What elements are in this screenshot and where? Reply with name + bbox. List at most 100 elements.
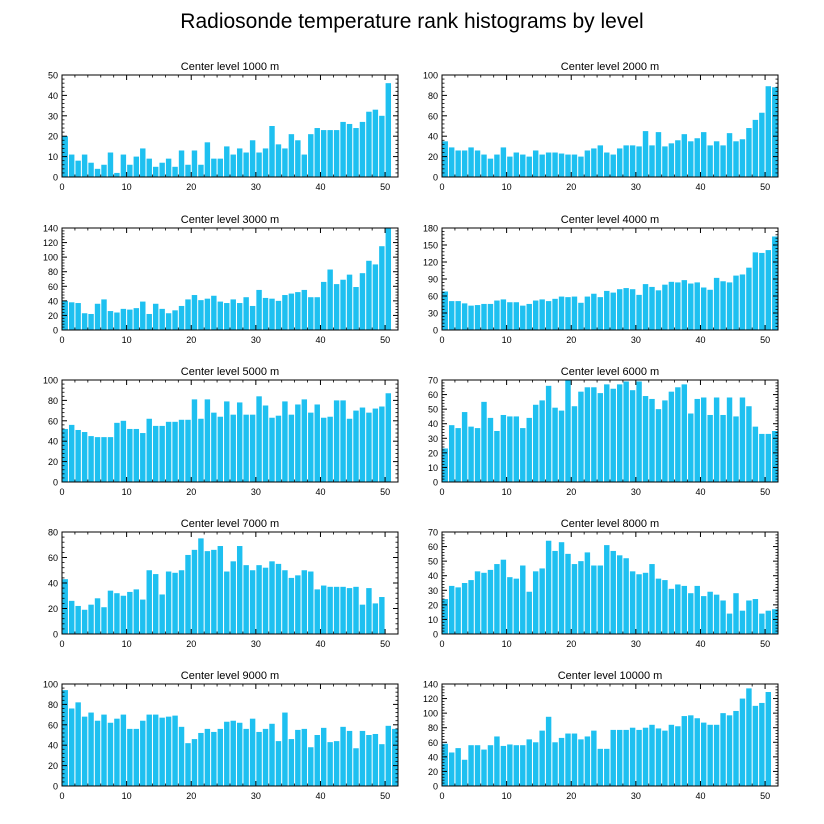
histogram-bar [610,388,616,482]
histogram-bar [688,141,694,177]
histogram-bar [720,145,726,177]
histogram-bar [565,154,571,177]
histogram-bar [314,589,320,635]
histogram-bar [629,390,636,482]
histogram-bar [68,600,75,634]
y-tick-label: 20 [428,600,438,610]
histogram-bar [256,396,262,482]
histogram-bar [224,146,230,177]
x-tick-label: 50 [380,791,390,801]
histogram-bar [474,305,481,330]
histogram-bar [610,729,616,786]
y-tick-label: 80 [428,723,438,733]
histogram-bar [772,609,778,634]
histogram-bar [545,385,552,482]
histogram-bar [578,391,584,482]
y-tick-label: 0 [53,326,58,336]
histogram-bar [256,731,262,786]
histogram-bar [507,156,513,177]
histogram-bar [236,546,243,634]
histogram-bar [500,745,507,786]
histogram-bar [81,716,88,786]
histogram-bar [308,412,314,482]
x-tick-label: 10 [502,335,512,345]
histogram-bar [746,688,752,786]
histogram-bar [107,437,114,482]
histogram-bar [571,564,578,634]
histogram-bar [262,297,269,330]
histogram-bar [578,156,584,177]
y-tick-label: 20 [428,767,438,777]
histogram-bar [172,310,178,330]
histogram-bar [507,302,513,330]
x-tick-label: 10 [502,182,512,192]
histogram-bar [301,154,308,177]
histogram-bar [340,121,346,177]
histogram-bar [185,419,191,482]
histogram-bar [204,298,211,330]
y-tick-label: 100 [423,71,438,81]
histogram-bar [204,728,211,786]
x-tick-label: 50 [760,182,770,192]
histogram-bar [172,421,178,482]
histogram-bar [114,422,120,482]
histogram-bar [269,417,275,482]
histogram-bar [81,313,88,330]
histogram-bar [520,154,526,177]
histogram-bar [211,731,217,786]
histogram-bar [385,228,392,330]
y-tick-label: 40 [428,752,438,762]
y-tick-label: 0 [433,478,438,488]
histogram-bar [288,134,295,177]
histogram-bar [88,712,94,786]
y-tick-label: 10 [428,615,438,625]
histogram-bar [694,718,700,786]
histogram-bar [165,313,172,330]
y-tick-label: 30 [428,309,438,319]
histogram-bar [101,714,107,786]
histogram-bar [668,724,675,786]
y-tick-label: 0 [53,173,58,183]
histogram-bar [353,586,359,634]
x-tick-label: 0 [59,182,64,192]
x-tick-label: 20 [566,639,576,649]
histogram-bar [461,303,468,330]
x-tick-label: 30 [631,791,641,801]
histogram-bar [759,613,765,634]
histogram-bar [94,168,101,177]
histogram-bar [101,437,107,482]
histogram-bar [379,115,385,177]
histogram-bar [107,311,114,330]
x-tick-label: 20 [186,487,196,497]
x-tick-label: 0 [59,487,64,497]
histogram-bar [68,154,75,177]
histogram-bar [68,302,75,330]
histogram-bar [372,109,379,177]
histogram-bar [275,144,282,177]
histogram-bar [127,728,133,786]
histogram-bar [442,141,448,177]
histogram-bar [327,130,333,177]
x-tick-label: 0 [59,335,64,345]
x-tick-label: 0 [439,639,444,649]
x-tick-label: 50 [760,487,770,497]
y-tick-label: 40 [48,296,58,306]
histogram-bar [694,138,700,177]
histogram-bar [481,303,487,330]
histogram-bar [707,414,713,482]
y-tick-label: 60 [48,553,58,563]
histogram-bar [623,729,629,786]
histogram-bar [217,416,224,482]
y-tick-label: 80 [48,267,58,277]
histogram-panel-1: Center level 1000 m 0 10 20 30 40 50 0 10 20 30 40 5… [48,61,399,192]
histogram-bar [385,83,392,177]
histogram-bar [269,723,275,786]
histogram-bar [308,134,314,177]
x-tick-label: 10 [122,791,132,801]
x-tick-label: 0 [439,335,444,345]
histogram-bar [565,380,571,482]
histogram-bar [68,424,75,482]
histogram-bar [494,736,500,786]
histogram-bar [198,164,204,177]
histogram-bar [526,303,532,330]
